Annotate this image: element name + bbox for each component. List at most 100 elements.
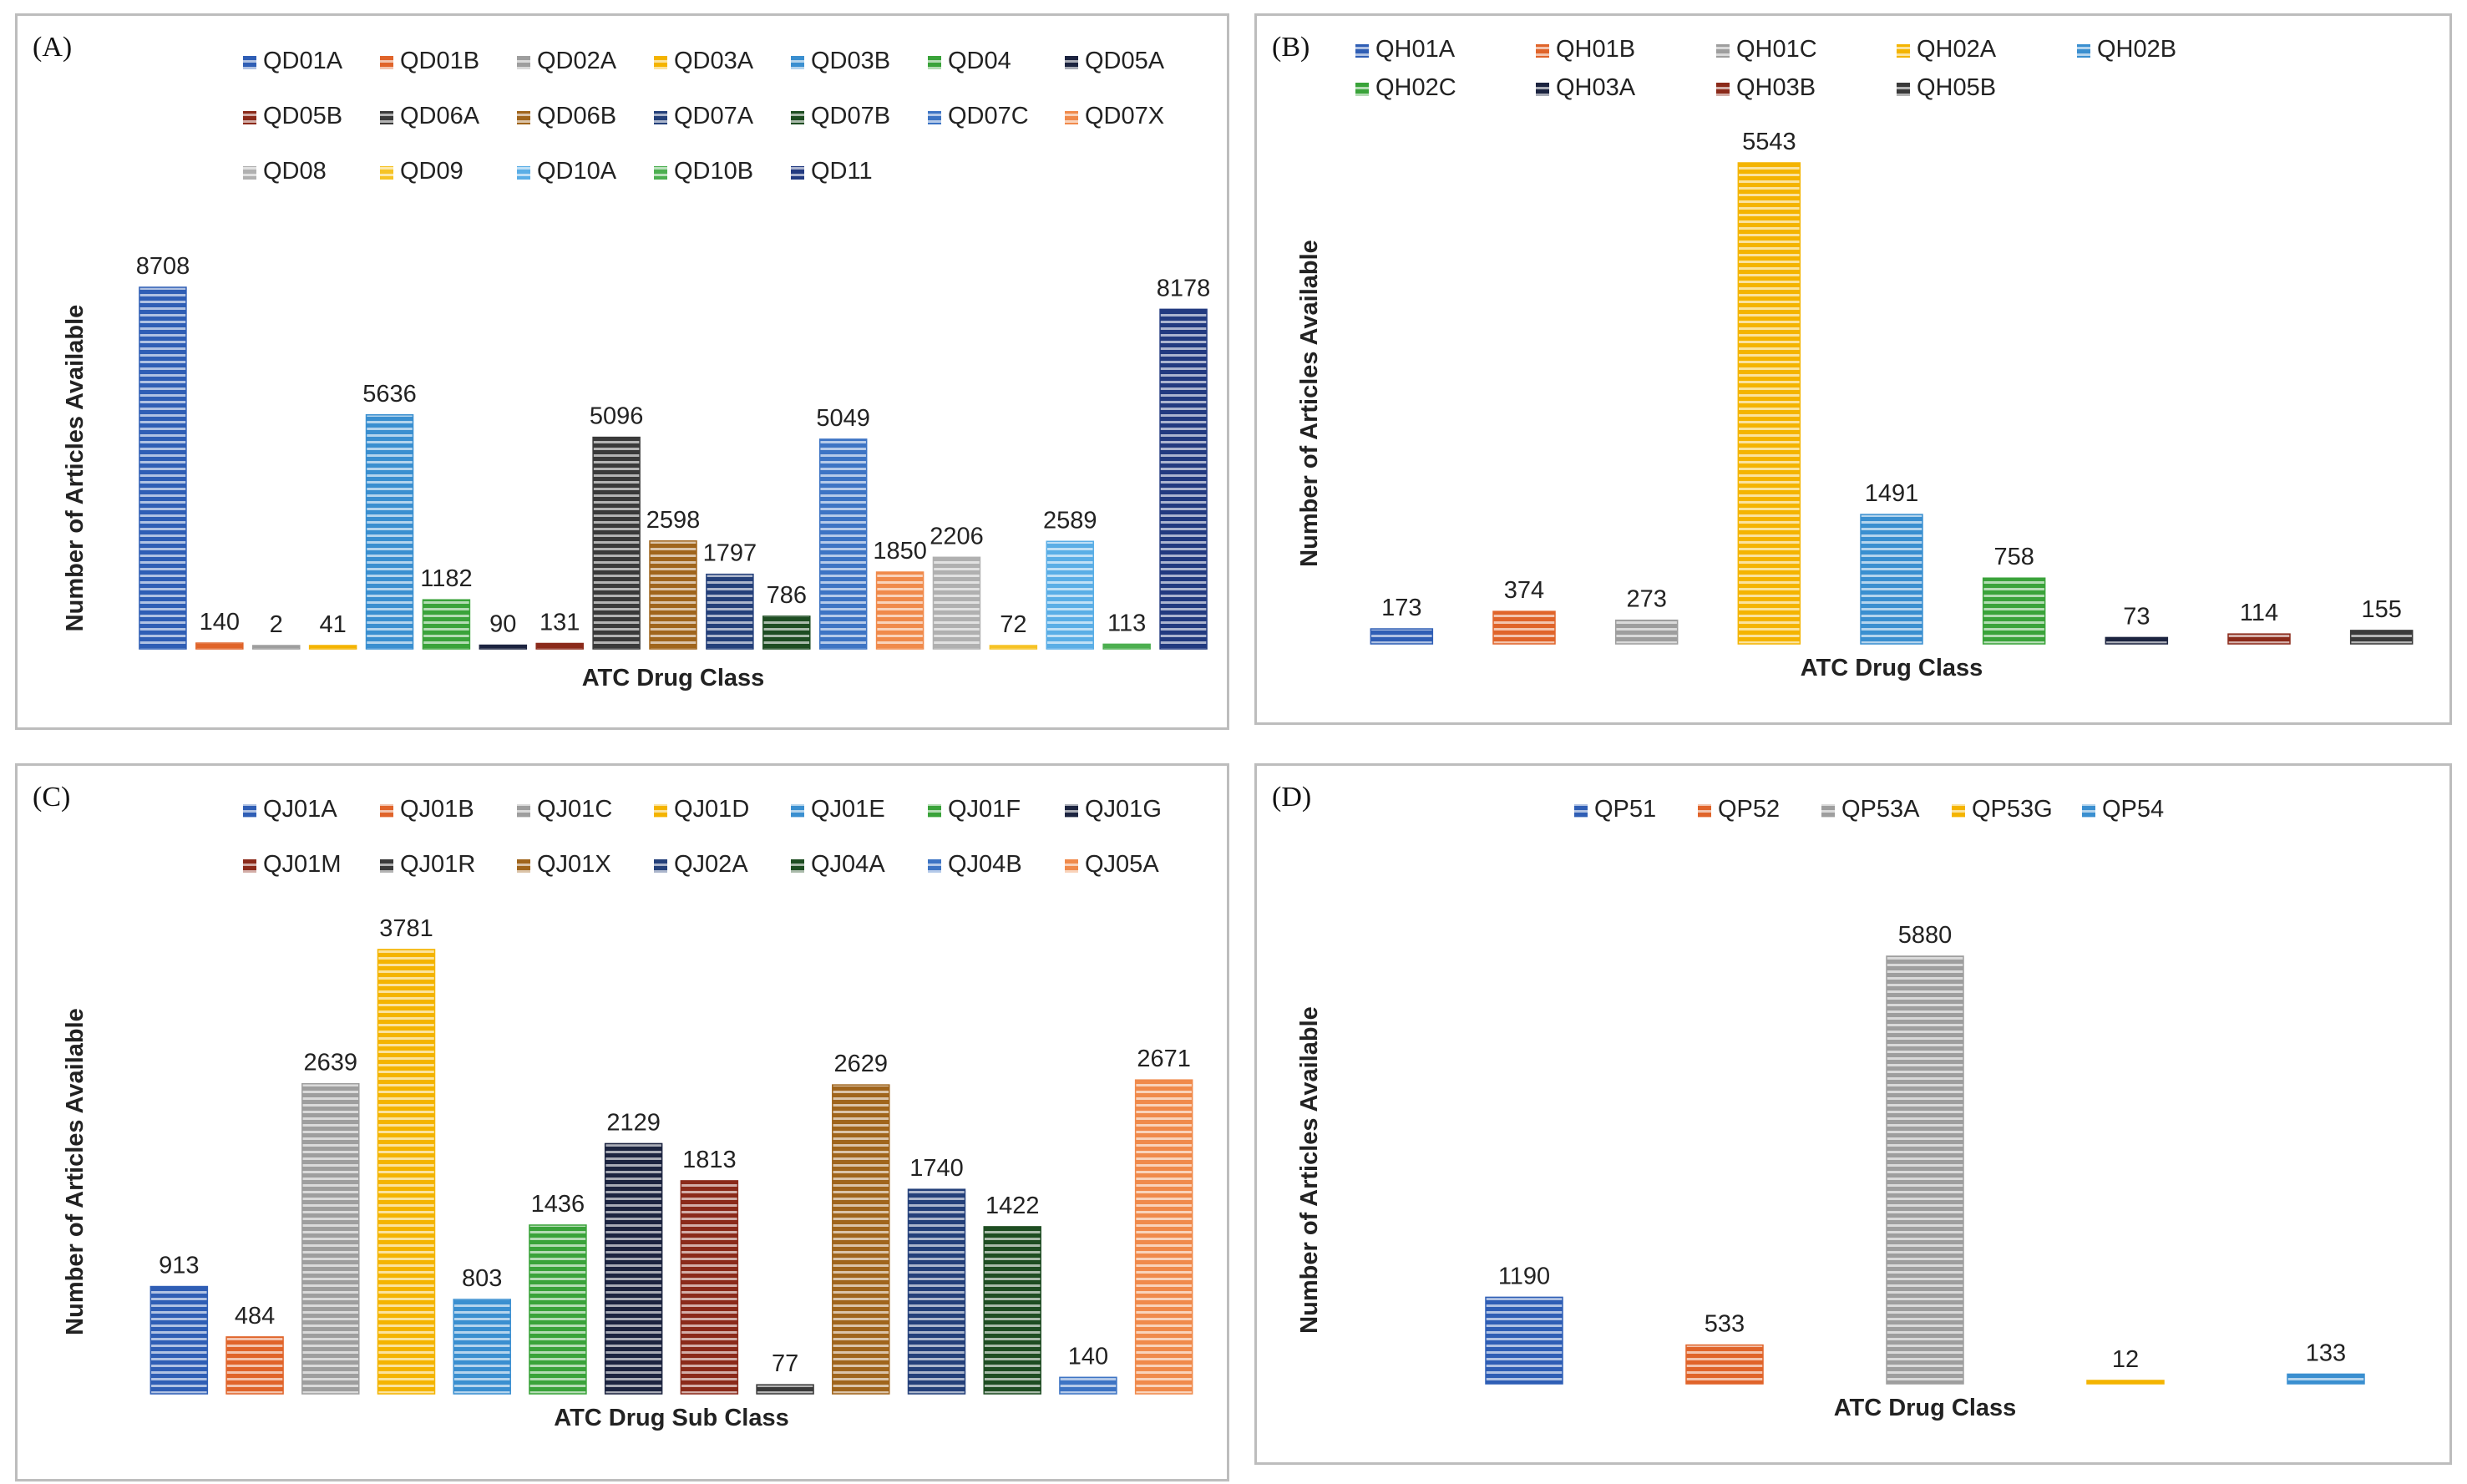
legend-label: QJ02A bbox=[674, 851, 748, 878]
bar-qd03b bbox=[365, 414, 414, 650]
legend-swatch bbox=[928, 111, 941, 124]
bar-value-label: 5543 bbox=[1742, 129, 1796, 155]
bar-value-label: 1740 bbox=[909, 1155, 964, 1182]
bar-value-label: 140 bbox=[1068, 1343, 1108, 1370]
legend-label: QD07B bbox=[811, 103, 890, 129]
bar-value-label: 140 bbox=[200, 609, 240, 636]
y-axis-title: Number of Articles Available bbox=[62, 305, 89, 632]
legend-label: QD11 bbox=[811, 158, 873, 185]
bar-qh02c bbox=[1982, 577, 2046, 645]
legend-label: QH02B bbox=[2097, 36, 2176, 63]
legend-swatch bbox=[791, 56, 804, 69]
bar-qj01m bbox=[680, 1180, 739, 1395]
legend-label: QH05B bbox=[1917, 74, 1996, 101]
legend-item: QH03B bbox=[1716, 74, 1816, 101]
legend-swatch bbox=[1698, 804, 1711, 818]
bar-value-label: 2598 bbox=[646, 507, 701, 534]
legend-swatch bbox=[517, 804, 530, 818]
y-axis-title: Number of Articles Available bbox=[1296, 1006, 1323, 1334]
legend-swatch bbox=[380, 804, 393, 818]
x-axis-title: ATC Drug Sub Class bbox=[554, 1405, 788, 1431]
legend-item: QH02A bbox=[1897, 36, 1997, 63]
legend-item: QP52 bbox=[1698, 796, 1780, 823]
legend-swatch bbox=[1065, 804, 1078, 818]
bar-qh03b bbox=[2227, 633, 2291, 645]
bar-qp51 bbox=[1485, 1296, 1563, 1385]
legend-item: QD11 bbox=[791, 158, 873, 185]
bar-value-label: 2639 bbox=[304, 1050, 358, 1076]
legend-swatch bbox=[928, 56, 941, 69]
legend-label: QD08 bbox=[263, 158, 327, 185]
legend-item: QH02C bbox=[1355, 74, 1456, 101]
bar-qh01a bbox=[1370, 628, 1434, 645]
legend-item: QD10A bbox=[517, 158, 617, 185]
bar-qj01c bbox=[301, 1082, 360, 1395]
bar-value-label: 374 bbox=[1504, 577, 1544, 604]
chart-d: (D) QP51 QP52 QP53A QP53G QP54 1190 533 5880 12 13… bbox=[1272, 782, 2365, 1421]
bar-qd10a bbox=[1046, 540, 1095, 650]
x-axis-title: ATC Drug Class bbox=[1834, 1395, 2017, 1421]
bar-value-label: 1797 bbox=[703, 540, 757, 567]
bar-value-label: 786 bbox=[767, 582, 807, 609]
bar-qd08 bbox=[932, 556, 981, 650]
legend-item: QJ01G bbox=[1065, 796, 1162, 823]
bar-qj01a bbox=[149, 1285, 209, 1395]
panel-label: (A) bbox=[33, 32, 72, 63]
bar-qd07c bbox=[818, 438, 868, 650]
bar-value-label: 2 bbox=[270, 611, 283, 638]
bar-value-label: 533 bbox=[1705, 1311, 1745, 1338]
legend-swatch bbox=[791, 859, 804, 873]
bar-value-label: 1436 bbox=[531, 1191, 585, 1218]
legend-swatch bbox=[1065, 859, 1078, 873]
legend-label: QJ01G bbox=[1085, 796, 1162, 823]
bar-value-label: 5096 bbox=[590, 403, 644, 430]
legend-label: QJ01B bbox=[400, 796, 474, 823]
bar-value-label: 90 bbox=[489, 611, 516, 638]
legend-label: QP52 bbox=[1718, 796, 1780, 823]
bar-qd02a bbox=[251, 645, 301, 650]
panel-a: (A) QD01A QD01B QD02A QD03A QD03B QD04 QD05A QD0… bbox=[15, 13, 1229, 730]
legend-label: QJ01D bbox=[674, 796, 749, 823]
legend-swatch bbox=[380, 56, 393, 69]
bar-value-label: 2629 bbox=[834, 1051, 889, 1077]
legend-item: QJ01R bbox=[380, 851, 475, 878]
legend-label: QH01C bbox=[1736, 36, 1817, 63]
legend-swatch bbox=[1897, 44, 1910, 58]
bar-value-label: 1491 bbox=[1865, 480, 1919, 507]
bar-value-label: 273 bbox=[1626, 586, 1666, 613]
legend-swatch bbox=[1821, 804, 1835, 818]
legend-label: QD01B bbox=[400, 48, 479, 74]
legend-item: QD07A bbox=[654, 103, 754, 129]
chart-a: (A) QD01A QD01B QD02A QD03A QD03B QD04 QD05A QD0… bbox=[33, 32, 1210, 691]
legend-label: QD10A bbox=[537, 158, 617, 185]
legend-swatch bbox=[2077, 44, 2090, 58]
bar-value-label: 155 bbox=[2361, 596, 2401, 623]
panel-label: (D) bbox=[1272, 782, 1311, 813]
legend-label: QD04 bbox=[948, 48, 1011, 74]
legend-item: QD05A bbox=[1065, 48, 1165, 74]
legend-item: QJ01M bbox=[243, 851, 341, 878]
legend-swatch bbox=[2082, 804, 2095, 818]
bar-value-label: 484 bbox=[235, 1303, 275, 1330]
legend-label: QD10B bbox=[674, 158, 753, 185]
legend-swatch bbox=[654, 56, 667, 69]
chart-c: (C) QJ01A QJ01B QJ01C QJ01D QJ01E QJ01F QJ01G QJ… bbox=[33, 782, 1193, 1431]
bar-qp54 bbox=[2287, 1373, 2365, 1385]
legend-swatch bbox=[1065, 111, 1078, 124]
y-axis-title: Number of Articles Available bbox=[1296, 240, 1323, 567]
legend-swatch bbox=[243, 804, 256, 818]
bar-value-label: 1190 bbox=[1498, 1263, 1550, 1289]
legend-label: QP53A bbox=[1841, 796, 1920, 823]
bar-qh03a bbox=[2105, 636, 2169, 645]
bar-value-label: 5636 bbox=[362, 381, 417, 408]
legend-swatch bbox=[243, 859, 256, 873]
legend-swatch bbox=[517, 859, 530, 873]
legend-item: QJ02A bbox=[654, 851, 748, 878]
legend-item: QD07C bbox=[928, 103, 1029, 129]
legend-swatch bbox=[654, 111, 667, 124]
bar-qd07a bbox=[706, 573, 754, 650]
legend-swatch bbox=[243, 166, 256, 180]
bar-value-label: 1813 bbox=[682, 1147, 737, 1173]
legend-item: QJ04A bbox=[791, 851, 885, 878]
bar-qp53g bbox=[2086, 1380, 2165, 1385]
